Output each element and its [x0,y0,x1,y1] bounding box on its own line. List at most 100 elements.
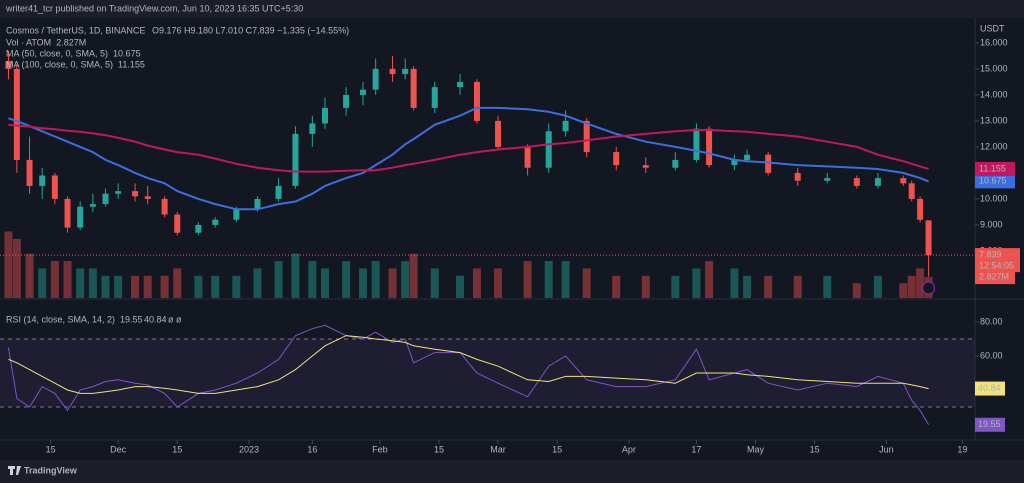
candle-body [144,196,151,199]
candle-body [706,128,713,166]
candle-body [275,185,282,199]
x-tick-label: 19 [957,444,967,454]
y-tick-label: 12.000 [980,141,1008,151]
volume-bar [494,268,503,298]
volume-bar [692,268,701,298]
x-tick-label: May [747,444,765,454]
candle-body [64,198,71,228]
volume-bar [291,253,300,298]
candle-body [431,87,438,108]
symbol-title: Cosmos / TetherUS, 1D, BINANCE [6,25,145,35]
candle-body [132,191,139,197]
candle-body [613,152,620,166]
candle-body [5,61,12,69]
candle-body [473,81,480,121]
candle-body [254,198,261,210]
x-tick-label: Feb [372,444,388,454]
candle-body [744,154,751,160]
candle-body [545,131,552,168]
candle-body [212,219,219,225]
volume-bar [371,261,380,298]
volume-bar [194,275,203,298]
legend-value: 10.675 [113,48,141,58]
x-tick-label: 15 [810,444,820,454]
y-tick-label: 14.000 [980,89,1008,99]
candle-body [562,120,569,132]
volume-bar [50,261,59,298]
candle-body [495,120,502,147]
volume-bar [852,283,861,298]
badge [975,381,1005,396]
rsi-title: RSI (14, close, SMA, 14, 2) [6,314,115,324]
candle-body [174,214,181,233]
x-tick-label: Mar [490,444,506,454]
x-tick-label: 15 [46,444,56,454]
volume-bar [793,275,802,298]
volume-bar [582,268,591,298]
volume-bar [114,275,123,298]
candle-body [672,159,679,168]
volume-bar [143,275,152,298]
badge-label: 11.155 [979,163,1006,173]
candle-body [39,175,46,186]
logo [8,466,21,475]
top-bar [0,0,1024,18]
legend-value: 2.827M [56,37,86,47]
candle-body [161,198,168,215]
badge-label: 40.84 [978,383,1001,393]
volume-bar [38,268,47,298]
volume-bar [131,275,140,298]
candle-body [853,178,860,186]
candle-body [642,165,649,168]
volume-bar [388,268,397,298]
volume-bar [12,238,21,298]
legend-name: Vol · ATOM [6,37,51,47]
candle-body [51,175,58,199]
x-tick-label: Jun [879,444,894,454]
candle-body [389,68,396,75]
legend-name: MA (100, close, 0, SMA, 5) [6,59,113,69]
candle-body [457,81,464,88]
publisher: writer41_tcr published on TradingView.co… [5,3,303,13]
y-tick-label: 13.000 [980,115,1008,125]
volume-bar [544,261,553,298]
candle-body [410,68,417,108]
candle-body [343,94,350,108]
candle-body [874,178,881,186]
volume-bar [4,231,13,298]
badge [975,417,1005,432]
candle-body [794,172,801,181]
x-tick-label: Apr [622,444,636,454]
volume-bar [612,275,621,298]
x-tick-label: 17 [691,444,701,454]
volume-bar [641,275,650,298]
volume-bar [916,268,925,298]
candle-body [77,206,84,228]
x-tick-label: 16 [307,444,317,454]
countdown: 12:54:05 [979,260,1014,270]
volume-bar [561,261,570,298]
legend-value: 11.155 [118,59,145,69]
y-tick-label: 10.000 [980,193,1008,203]
volume-bar [342,261,351,298]
rsi-band [0,338,975,407]
volume-bar [764,275,773,298]
candle-body [309,123,316,134]
volume-bar [523,261,532,298]
candle-body [89,204,96,207]
plot [0,50,975,426]
legend-extra: ø ø [168,314,182,324]
candle-body [765,154,772,173]
legend-value: 40.84 [144,314,167,324]
ohlc: O9.176 H9.180 L7.010 C7.839 −1.335 (−14.… [152,25,349,35]
candle-body [900,178,907,184]
line [8,123,929,173]
candle-body [372,68,379,90]
volume-bar [25,253,34,298]
badge [975,270,1015,285]
candle-body [102,193,109,205]
volume-bar [456,275,465,298]
legend-name: MA (50, close, 0, SMA, 5) [6,48,108,58]
legend-value: 19.55 [120,314,143,324]
